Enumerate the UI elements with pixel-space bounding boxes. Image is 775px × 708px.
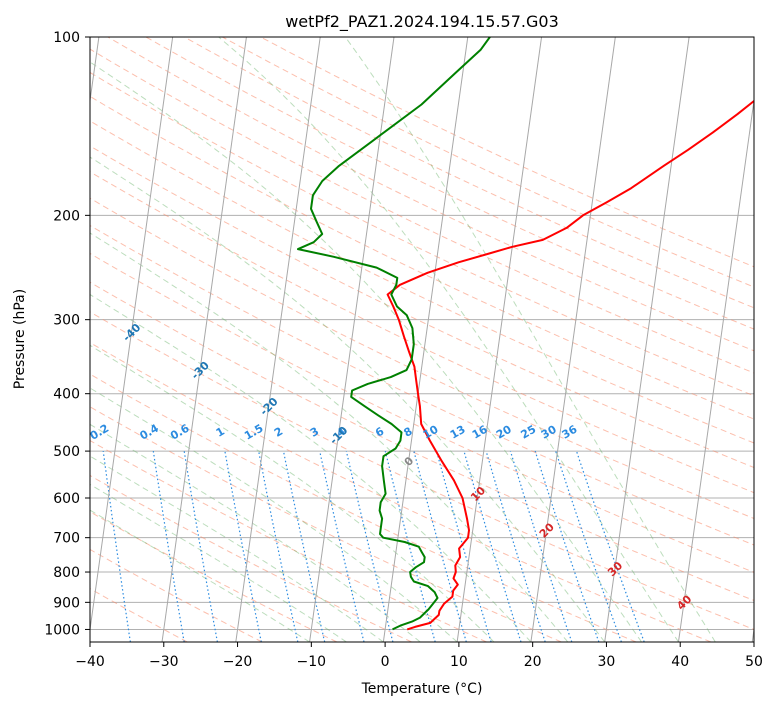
y-tick-label: 700 — [53, 531, 80, 547]
x-tick-label: 10 — [450, 654, 468, 670]
dry-adiabat — [90, 373, 637, 642]
dry-adiabat — [90, 341, 712, 642]
mixing-ratio-line — [282, 450, 326, 642]
y-tick-label: 800 — [53, 565, 80, 581]
moist-adiabat — [90, 293, 532, 642]
skewed-isotherms — [90, 37, 754, 642]
x-tick-label: −30 — [149, 654, 179, 670]
x-tick-label: −40 — [75, 654, 105, 670]
gridlines — [90, 37, 754, 630]
dry-adiabat — [90, 197, 754, 520]
dry-adiabat — [90, 548, 263, 642]
x-tick-label: 50 — [745, 654, 763, 670]
mixing-ratio-line — [485, 450, 546, 642]
isotherm — [161, 37, 247, 642]
y-tick-label: 300 — [53, 313, 80, 329]
moist-adiabat — [90, 232, 569, 642]
mixing-ratio-line — [384, 450, 436, 642]
chart-title: wetPf2_PAZ1.2024.194.15.57.G03 — [285, 12, 559, 32]
isotherm — [677, 97, 754, 642]
y-tick-label: 500 — [53, 444, 80, 460]
x-tick-label: 20 — [524, 654, 542, 670]
y-tick-label: 400 — [53, 387, 80, 403]
mixing-ratio-line — [534, 450, 600, 642]
mixing-ratio-line — [413, 450, 467, 642]
sounding-profiles — [297, 37, 754, 631]
x-tick-label: −20 — [223, 654, 253, 670]
plot-area — [90, 37, 754, 642]
dry-adiabat — [222, 37, 754, 288]
moist-adiabat — [90, 483, 347, 642]
dry-adiabat — [90, 71, 754, 397]
x-tick-label: 40 — [671, 654, 689, 670]
y-tick-label: 900 — [53, 595, 80, 611]
mixing-ratio-line — [436, 450, 492, 642]
x-axis-title: Temperature (°C) — [361, 681, 483, 697]
y-axis-title: Pressure (hPa) — [12, 289, 28, 389]
isotherm — [456, 37, 543, 642]
dry-adiabat — [90, 511, 338, 642]
moist-adiabat — [90, 423, 421, 642]
mixing-ratio-line — [258, 450, 299, 642]
dry-adiabat — [90, 281, 754, 602]
dry-adiabat — [90, 311, 754, 630]
x-tick-label: 0 — [381, 654, 390, 670]
mixing-ratio-line — [319, 450, 365, 642]
dry-adiabat — [90, 95, 754, 420]
isotherm — [90, 37, 174, 634]
moist-adiabat — [218, 37, 679, 642]
dry-adiabat — [90, 171, 754, 494]
dry-adiabat — [90, 224, 754, 546]
dry-adiabat — [145, 37, 754, 330]
plot-frame — [89, 36, 755, 643]
mixing-ratio-line — [224, 450, 262, 642]
series-line-0 — [386, 99, 754, 631]
x-tick-label: 30 — [598, 654, 616, 670]
mixing-ratio-line — [509, 450, 573, 642]
x-axis: −40 −30 −20 −10 0 10 20 30 40 50 — [75, 642, 763, 670]
moist-adiabat — [344, 37, 716, 642]
dry-adiabat — [90, 406, 562, 642]
y-tick-label: 600 — [53, 491, 80, 507]
dry-adiabat — [107, 37, 754, 352]
mixing-ratio-line — [555, 450, 622, 642]
series-line-1 — [297, 37, 491, 631]
moist-adiabat — [90, 156, 606, 642]
mixing-ratio-line — [463, 450, 522, 642]
y-axis: 100 200 300 400 500 600 700 800 900 1000 — [44, 30, 90, 638]
isotherm — [530, 37, 616, 642]
isotherm — [309, 37, 395, 642]
y-tick-label: 200 — [53, 208, 80, 224]
moist-adiabat — [90, 387, 458, 642]
moist-adiabat — [90, 455, 384, 642]
mixing-ratio-line — [575, 450, 645, 642]
y-tick-label: 1000 — [44, 622, 80, 638]
isotherm — [235, 37, 321, 642]
moist-adiabat — [90, 61, 642, 642]
y-tick-label: 100 — [53, 30, 80, 46]
dry-adiabat — [90, 439, 487, 642]
x-tick-label: −10 — [297, 654, 327, 670]
isotherm — [604, 37, 690, 642]
